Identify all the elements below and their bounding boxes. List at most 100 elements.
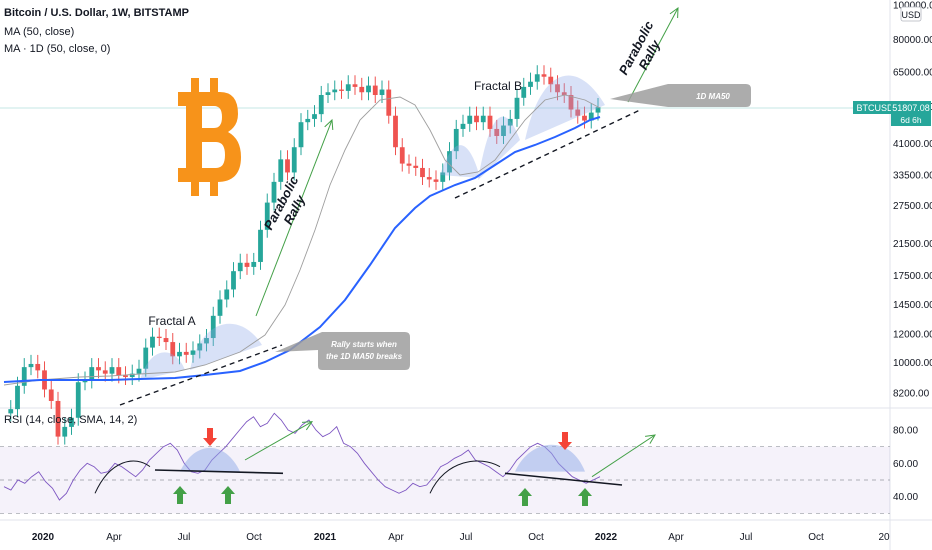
candle-body xyxy=(305,118,311,123)
fractal-b-label: Fractal B xyxy=(474,79,522,93)
ma-daily-legend[interactable]: MA · 1D (50, close, 0) xyxy=(4,43,111,55)
candle-body xyxy=(35,363,41,371)
candle-body xyxy=(123,375,128,378)
candle-body xyxy=(291,147,297,173)
candle-body xyxy=(440,172,446,182)
candle-body xyxy=(82,380,88,383)
candle-body xyxy=(15,385,20,410)
price-tag-symbol: BTCUSD xyxy=(856,103,894,113)
rsi-legend[interactable]: RSI (14, close, SMA, 14, 2) xyxy=(4,414,138,426)
candle-body xyxy=(258,229,263,262)
rsi-band xyxy=(0,446,890,514)
time-axis-tick: 2020 xyxy=(32,532,55,543)
ma-daily-line xyxy=(3,116,601,383)
price-axis-tick: 10000.00 xyxy=(893,358,932,369)
rsi-green-arrow-4 xyxy=(578,488,592,506)
candle-body xyxy=(399,147,405,164)
price-axis-tick: 17500.00 xyxy=(893,271,932,282)
candle-body xyxy=(494,128,500,136)
price-tag-value-bg xyxy=(891,101,931,114)
time-axis-tick: Jul xyxy=(460,532,473,543)
time-axis-tick: Apr xyxy=(106,532,122,543)
candle-body xyxy=(21,367,27,386)
currency-badge-box xyxy=(900,6,922,22)
time-axis-tick: Jul xyxy=(178,532,191,543)
rally-arrow-1 xyxy=(255,119,333,317)
time-axis-tick: Oct xyxy=(246,532,262,543)
candle-body xyxy=(548,76,554,85)
candle-body xyxy=(102,370,108,374)
ma50-callout-text: 1D MA50 xyxy=(696,92,730,101)
candle-body xyxy=(298,122,304,148)
candle-body xyxy=(8,409,14,414)
candle-body xyxy=(447,151,452,173)
time-axis-tick: Oct xyxy=(528,532,544,543)
candle-body xyxy=(575,109,581,116)
rsi-green-arrow-3 xyxy=(518,488,532,506)
time-axis-tick: 2021 xyxy=(314,532,337,543)
candle-body xyxy=(568,94,574,110)
rsi-rally-arrow-2-head xyxy=(645,434,656,444)
rsi-fractal-b-cloud xyxy=(515,444,585,472)
candle-body xyxy=(197,343,203,351)
fractal-b-cloud-2 xyxy=(525,75,605,140)
candle-body xyxy=(217,299,223,316)
candle-body xyxy=(507,118,513,126)
ma50-callout-box xyxy=(610,84,751,107)
candle-body xyxy=(528,81,533,87)
candle-body xyxy=(210,315,216,339)
candle-body xyxy=(514,97,520,119)
break-callout-text-1: Rally starts when xyxy=(331,340,397,349)
candle-body xyxy=(386,89,392,116)
candle-body xyxy=(453,128,459,152)
candle-body xyxy=(204,338,209,344)
ma-weekly-legend[interactable]: MA (50, close) xyxy=(4,26,75,38)
price-axis-tick: 33500.00 xyxy=(893,170,932,181)
bitcoin-logo-part xyxy=(191,78,199,92)
candle-body xyxy=(420,167,425,178)
candle-body xyxy=(595,107,601,113)
rsi-rally-arrow-1-head xyxy=(301,421,313,431)
candle-body xyxy=(413,165,419,168)
candle-body xyxy=(96,367,101,371)
candle-body xyxy=(467,115,473,124)
rally-arrow-2 xyxy=(627,7,679,103)
price-axis-tick: 12000.00 xyxy=(893,330,932,341)
price-axis-tick: 41000.00 xyxy=(893,139,932,150)
currency-badge: USD xyxy=(901,10,921,20)
price-axis-tick: 21500.00 xyxy=(893,239,932,250)
time-axis-tick: Oct xyxy=(808,532,824,543)
candle-body xyxy=(170,342,176,357)
candle-body xyxy=(426,177,432,180)
fractal-b-cloud-0 xyxy=(440,145,480,178)
rsi-curve-arrow-1 xyxy=(94,460,151,494)
candle-body xyxy=(534,74,540,82)
rsi-rally-arrow-2 xyxy=(591,434,656,478)
candle-body xyxy=(480,115,486,123)
rsi-green-arrow-2 xyxy=(221,486,235,504)
bitcoin-logo-part xyxy=(210,78,218,92)
candle-body xyxy=(555,84,560,93)
candle-body xyxy=(406,163,412,166)
candle-body xyxy=(143,347,149,369)
time-axis-tick: Apr xyxy=(668,532,684,543)
candle-body xyxy=(588,112,594,121)
price-axis-tick: 100000.00 xyxy=(893,1,932,12)
candle-body xyxy=(69,417,74,427)
price-axis-tick: 80000.00 xyxy=(893,35,932,46)
candle-body xyxy=(251,261,257,267)
price-tag-value: 51807.08 xyxy=(892,103,930,113)
rsi-red-arrow-2 xyxy=(558,432,572,450)
candle-body xyxy=(332,89,338,93)
candle-body xyxy=(129,373,135,378)
rsi-axis-tick: 40.00 xyxy=(893,492,918,503)
candle-body xyxy=(278,159,284,182)
candle-body xyxy=(55,400,61,437)
candle-body xyxy=(366,85,371,93)
candle-body xyxy=(474,115,479,123)
rsi-line xyxy=(3,412,601,501)
bitcoin-logo-b xyxy=(178,92,241,182)
